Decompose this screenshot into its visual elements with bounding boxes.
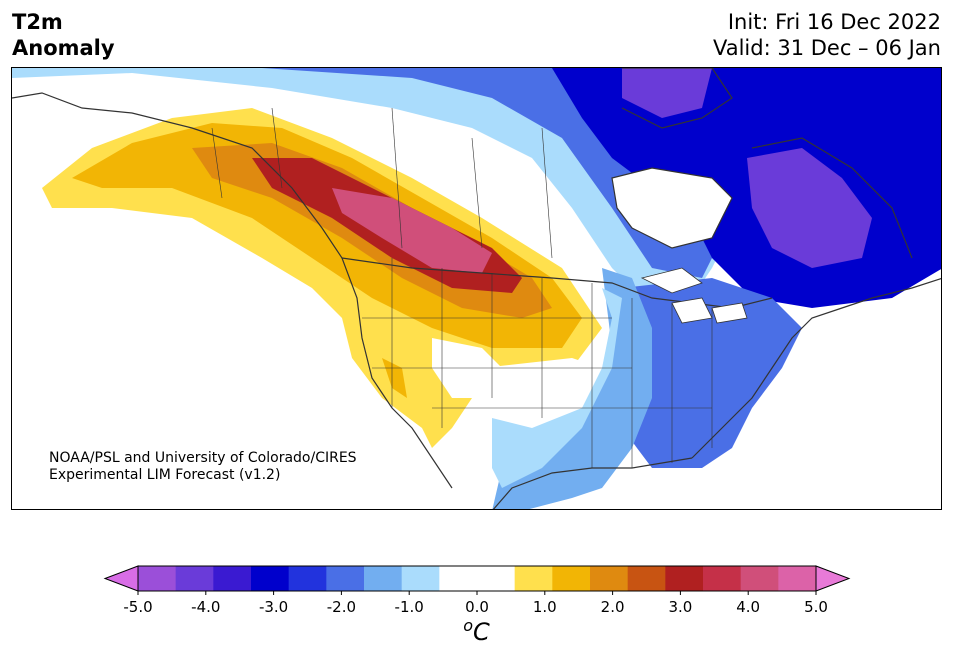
warm-magenta	[332, 188, 492, 273]
credit-line2: Experimental LIM Forecast (v1.2)	[49, 467, 281, 483]
pacific-coastline	[12, 92, 453, 489]
baffin-island-coast	[621, 68, 733, 129]
colorbar-swatch	[251, 566, 290, 591]
colorbar-swatch	[778, 566, 817, 591]
colorbar-swatch	[326, 566, 365, 591]
lightest-blue-texas	[492, 288, 622, 488]
colorbar-tick-label: 0.0	[465, 598, 489, 616]
colorbar-swatch	[590, 566, 629, 591]
colorbar-swatch	[477, 566, 516, 591]
colorbar-swatch	[401, 566, 440, 591]
colorbar-swatch	[138, 566, 177, 591]
map-title-line2: Anomaly	[12, 36, 115, 60]
anomaly-map	[11, 67, 942, 510]
great-lakes	[640, 267, 748, 324]
colorbar-tick-label: 2.0	[600, 598, 625, 616]
credit-line1: NOAA/PSL and University of Colorado/CIRE…	[49, 450, 357, 466]
valid-date-label: Valid: 31 Dec – 06 Jan	[712, 36, 941, 60]
credit-text: NOAA/PSL and University of Colorado/CIRE…	[49, 450, 357, 484]
colorbar-tick-label: -2.0	[326, 598, 357, 616]
eastern-us-blue	[612, 278, 802, 468]
purple-labrador	[747, 148, 872, 268]
state-borders	[211, 107, 713, 468]
colorbar-under-arrow	[103, 565, 139, 592]
colorbar-swatch	[175, 566, 214, 591]
colorbar-swatch	[288, 566, 327, 591]
forecast-dates: Init: Fri 16 Dec 2022 Valid: 31 Dec – 06…	[713, 9, 941, 61]
init-date-label: Init: Fri 16 Dec 2022	[727, 10, 941, 34]
unit-letter: C	[473, 618, 490, 646]
labrador-coast	[751, 137, 913, 259]
colorbar-tick-label: 4.0	[736, 598, 761, 616]
atlantic-coastline	[691, 278, 941, 459]
map-svg	[12, 68, 941, 509]
map-title: T2m Anomaly	[12, 9, 115, 61]
hudson-bay-coast	[611, 167, 733, 249]
colorbar-swatch	[665, 566, 704, 591]
colorbar-tick-label: 5.0	[804, 598, 828, 616]
unit-superscript: o	[463, 616, 474, 635]
us-canada-border	[341, 257, 773, 309]
colorbar-tick-label: 3.0	[668, 598, 693, 616]
colorbar-unit: oC	[0, 616, 953, 646]
colorbar-tick-label: -1.0	[394, 598, 424, 616]
colorbar-swatch	[514, 566, 553, 591]
colorbar-swatch	[439, 566, 478, 591]
hudson-bay-neutral	[612, 168, 732, 248]
colorbar-swatch	[740, 566, 779, 591]
map-outlines	[12, 68, 941, 509]
colorbar-swatch	[213, 566, 252, 591]
colorbar-swatch	[552, 566, 591, 591]
colorbar-swatch	[703, 566, 742, 591]
colorbar-tick-label: -5.0	[123, 598, 153, 616]
purple-baffin	[622, 68, 712, 118]
colorbar-tick-label: 1.0	[532, 598, 557, 616]
colorbar-swatch	[364, 566, 403, 591]
colorbar-tick-label: -3.0	[258, 598, 289, 616]
colorbar-tick-label: -4.0	[191, 598, 221, 616]
map-title-line1: T2m	[12, 10, 63, 34]
colorbar-over-arrow	[815, 565, 851, 592]
colorbar-swatch	[627, 566, 666, 591]
